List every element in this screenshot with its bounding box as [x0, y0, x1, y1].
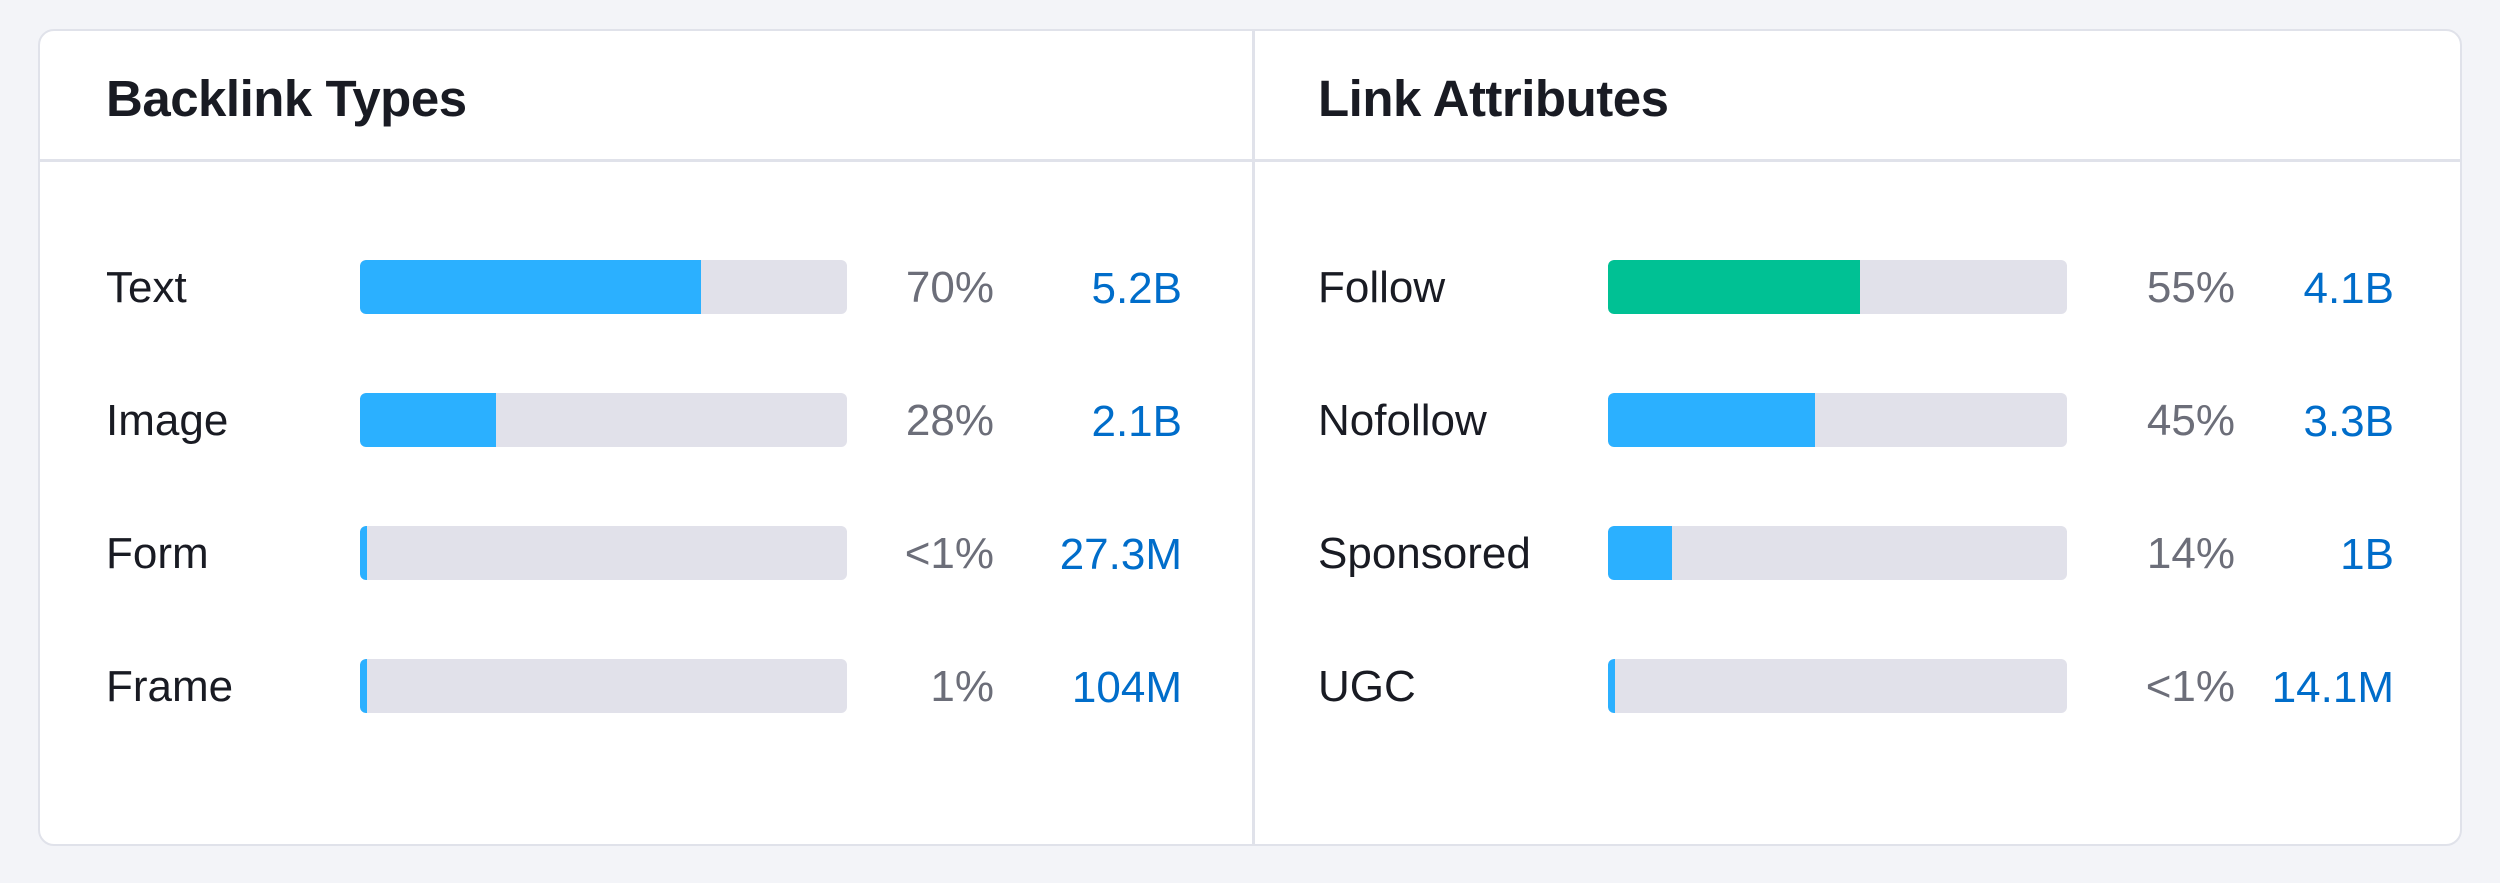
row-count-link[interactable]: 2.1B	[1091, 397, 1182, 446]
backlinks-overview-card: Backlink Types Text 70% 5.2B Image 28% 2…	[38, 29, 2462, 846]
row-count-link[interactable]: 5.2B	[1091, 264, 1182, 313]
link-attribute-row-sponsored: Sponsored 14% 1B	[1255, 524, 2460, 584]
row-percent: 70%	[905, 263, 994, 312]
row-label: Text	[106, 263, 187, 312]
bar-track	[360, 260, 847, 314]
row-label: Nofollow	[1318, 396, 1487, 445]
row-label: Image	[106, 396, 229, 445]
row-label: UGC	[1318, 662, 1416, 711]
link-attribute-row-follow: Follow 55% 4.1B	[1255, 258, 2460, 318]
row-count-link[interactable]: 14.1M	[2271, 663, 2394, 712]
link-attributes-panel: Link Attributes Follow 55% 4.1B Nofollow…	[1255, 31, 2460, 844]
bar-fill	[360, 260, 701, 314]
backlink-types-panel: Backlink Types Text 70% 5.2B Image 28% 2…	[40, 31, 1255, 844]
bar-track	[1608, 393, 2067, 447]
bar-track	[360, 659, 847, 713]
row-percent: 14%	[2146, 529, 2235, 578]
bar-fill	[360, 659, 367, 713]
backlink-type-row-text: Text 70% 5.2B	[40, 258, 1252, 318]
bar-fill	[1608, 260, 1861, 314]
backlink-type-row-frame: Frame 1% 104M	[40, 657, 1252, 717]
bar-track	[1608, 659, 2067, 713]
bar-track	[1608, 526, 2067, 580]
bar-track	[360, 393, 847, 447]
bar-fill	[1608, 393, 1815, 447]
row-count-link[interactable]: 27.3M	[1059, 530, 1182, 579]
link-attribute-row-nofollow: Nofollow 45% 3.3B	[1255, 391, 2460, 451]
bar-fill	[360, 526, 367, 580]
row-count-link[interactable]: 4.1B	[2303, 264, 2394, 313]
link-attribute-row-ugc: UGC <1% 14.1M	[1255, 657, 2460, 717]
row-percent: 1%	[930, 662, 994, 711]
row-percent: 55%	[2146, 263, 2235, 312]
backlink-types-header: Backlink Types	[40, 31, 1252, 162]
backlink-types-title: Backlink Types	[106, 69, 467, 127]
bar-track	[360, 526, 847, 580]
row-label: Form	[106, 529, 209, 578]
backlink-type-row-image: Image 28% 2.1B	[40, 391, 1252, 451]
row-percent: 45%	[2146, 396, 2235, 445]
row-count-link[interactable]: 3.3B	[2303, 397, 2394, 446]
row-percent: 28%	[905, 396, 994, 445]
row-label: Sponsored	[1318, 529, 1531, 578]
row-count-link[interactable]: 104M	[1071, 663, 1182, 712]
row-label: Follow	[1318, 263, 1446, 312]
row-percent: <1%	[2145, 662, 2235, 711]
bar-fill	[360, 393, 497, 447]
row-count-link[interactable]: 1B	[2340, 530, 2394, 579]
bar-fill	[1608, 659, 1615, 713]
backlink-type-row-form: Form <1% 27.3M	[40, 524, 1252, 584]
bar-fill	[1608, 526, 1673, 580]
link-attributes-header: Link Attributes	[1255, 31, 2460, 162]
row-percent: <1%	[904, 529, 994, 578]
row-label: Frame	[106, 662, 234, 711]
link-attributes-title: Link Attributes	[1318, 69, 1669, 127]
bar-track	[1608, 260, 2067, 314]
